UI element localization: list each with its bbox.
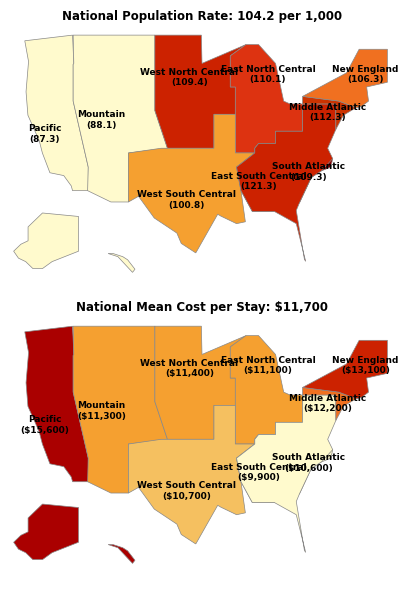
Polygon shape	[303, 96, 356, 129]
Polygon shape	[230, 45, 303, 153]
Text: West South Central
($10,700): West South Central ($10,700)	[137, 482, 236, 501]
Text: Mountain
($11,300): Mountain ($11,300)	[77, 402, 126, 421]
Text: West North Central
($11,400): West North Central ($11,400)	[140, 359, 238, 378]
Polygon shape	[108, 545, 135, 564]
Text: West North Central
(109.4): West North Central (109.4)	[140, 68, 238, 87]
Polygon shape	[303, 340, 387, 399]
Text: East North Central
(110.1): East North Central (110.1)	[221, 65, 316, 84]
Polygon shape	[230, 336, 303, 444]
Text: Middle Atlantic
($12,200): Middle Atlantic ($12,200)	[289, 394, 366, 413]
Text: East South Central
($9,900): East South Central ($9,900)	[211, 463, 306, 482]
Polygon shape	[237, 422, 333, 503]
Polygon shape	[303, 387, 356, 421]
Polygon shape	[155, 326, 246, 440]
Polygon shape	[25, 326, 88, 482]
Text: Middle Atlantic
(112.3): Middle Atlantic (112.3)	[289, 103, 366, 122]
Polygon shape	[237, 131, 333, 211]
Title: National Mean Cost per Stay: $11,700: National Mean Cost per Stay: $11,700	[76, 301, 328, 314]
Text: New England
(106.3): New England (106.3)	[332, 65, 399, 84]
Polygon shape	[237, 104, 336, 261]
Text: West South Central
(100.8): West South Central (100.8)	[137, 191, 236, 210]
Polygon shape	[237, 395, 336, 552]
Polygon shape	[155, 35, 246, 148]
Title: National Population Rate: 104.2 per 1,000: National Population Rate: 104.2 per 1,00…	[62, 10, 342, 23]
Polygon shape	[108, 254, 135, 273]
Text: South Atlantic
($10,600): South Atlantic ($10,600)	[272, 453, 345, 473]
Polygon shape	[25, 35, 88, 191]
Text: East South Central
(121.3): East South Central (121.3)	[211, 172, 306, 191]
Polygon shape	[303, 49, 387, 108]
Text: South Atlantic
(109.3): South Atlantic (109.3)	[272, 162, 345, 182]
Polygon shape	[14, 213, 78, 268]
Text: New England
($13,100): New England ($13,100)	[332, 356, 399, 375]
Polygon shape	[128, 405, 255, 544]
Polygon shape	[73, 35, 167, 202]
Text: East North Central
($11,100): East North Central ($11,100)	[221, 356, 316, 375]
Polygon shape	[128, 114, 255, 253]
Polygon shape	[73, 326, 167, 493]
Text: Mountain
(88.1): Mountain (88.1)	[77, 110, 126, 129]
Polygon shape	[14, 504, 78, 560]
Text: Pacific
(87.3): Pacific (87.3)	[28, 124, 62, 144]
Text: Pacific
($15,600): Pacific ($15,600)	[21, 415, 69, 435]
